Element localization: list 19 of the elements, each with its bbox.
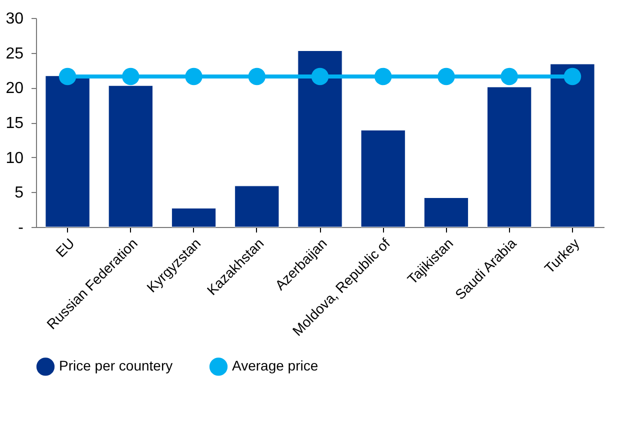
x-tick-label: EU xyxy=(52,235,78,260)
bar xyxy=(486,86,532,228)
y-tick-label: 30 xyxy=(6,10,24,28)
y-tick-label: - xyxy=(18,220,24,236)
y-tick-label: 20 xyxy=(6,80,24,98)
y-tick-label: 10 xyxy=(6,150,24,167)
bar xyxy=(234,186,280,228)
y-tick-label: 15 xyxy=(6,115,24,132)
bar xyxy=(298,50,342,228)
bar xyxy=(424,197,469,228)
legend-label: Price per countery xyxy=(59,358,173,374)
y-tick-label: 5 xyxy=(14,184,24,202)
bar xyxy=(360,130,406,228)
bar xyxy=(45,76,90,228)
legend-label: Average price xyxy=(232,358,318,374)
bar xyxy=(108,85,154,228)
bar xyxy=(550,64,595,228)
bar xyxy=(171,208,216,228)
y-tick-label: 25 xyxy=(6,45,24,62)
